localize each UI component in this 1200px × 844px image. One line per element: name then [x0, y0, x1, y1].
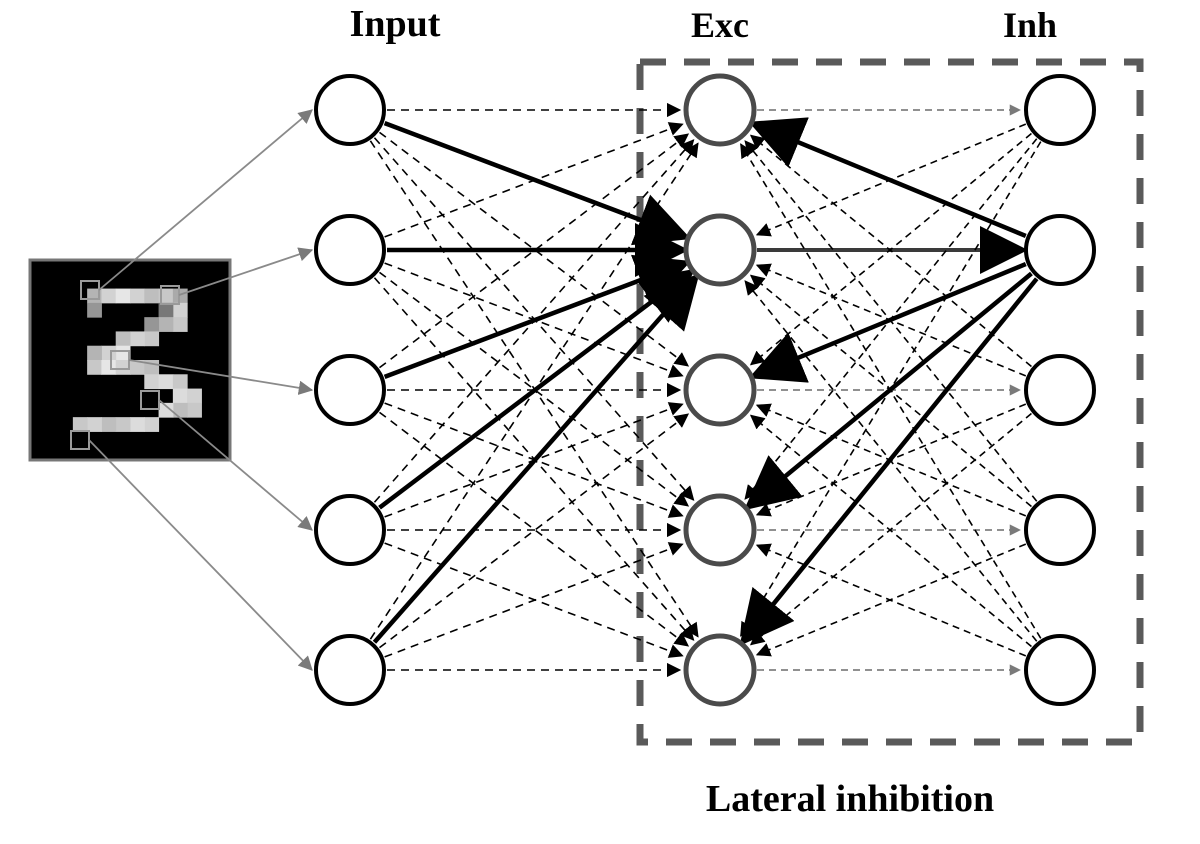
inh-neuron	[1026, 356, 1094, 424]
layer-exc	[686, 76, 754, 704]
inh-neuron	[1026, 216, 1094, 284]
edge-inh-exc	[757, 264, 1026, 375]
edge-input-exc	[374, 280, 693, 642]
label-exc: Exc	[691, 4, 749, 46]
label-inh: Inh	[1003, 4, 1057, 46]
edge-inh-exc	[751, 274, 1032, 505]
exc-neuron	[686, 216, 754, 284]
exc-neuron	[686, 636, 754, 704]
inh-neuron	[1026, 76, 1094, 144]
edge-inh-exc	[751, 414, 1032, 645]
layer-inh	[1026, 76, 1094, 704]
inh-neuron	[1026, 496, 1094, 564]
input-neuron	[316, 636, 384, 704]
edge-inh-exc	[741, 144, 1041, 638]
exc-neuron	[686, 356, 754, 424]
input-neuron	[316, 216, 384, 284]
edge-inh-exc	[757, 404, 1026, 515]
input-neuron	[316, 356, 384, 424]
edge-input-exc	[385, 123, 683, 236]
edge-input-exc	[374, 140, 693, 502]
edge-inh-exc	[751, 415, 1032, 646]
sample-to-input-edge	[89, 440, 312, 670]
edge-input-exc	[370, 143, 698, 639]
inh-neuron	[1026, 636, 1094, 704]
edge-inh-exc	[757, 544, 1026, 655]
exc-neuron	[686, 496, 754, 564]
sample-to-input-edge	[159, 400, 312, 530]
edges-input-to-exc	[370, 110, 698, 670]
input-neuron	[316, 496, 384, 564]
input-image	[30, 110, 312, 670]
input-neuron	[316, 76, 384, 144]
label-input: Input	[350, 2, 441, 46]
layer-input	[316, 76, 384, 704]
exc-neuron	[686, 76, 754, 144]
edge-inh-exc	[757, 545, 1026, 656]
diagram-canvas	[0, 0, 1200, 844]
label-lateral-inhibition: Lateral inhibition	[706, 777, 994, 821]
edge-inh-exc	[757, 125, 1026, 236]
